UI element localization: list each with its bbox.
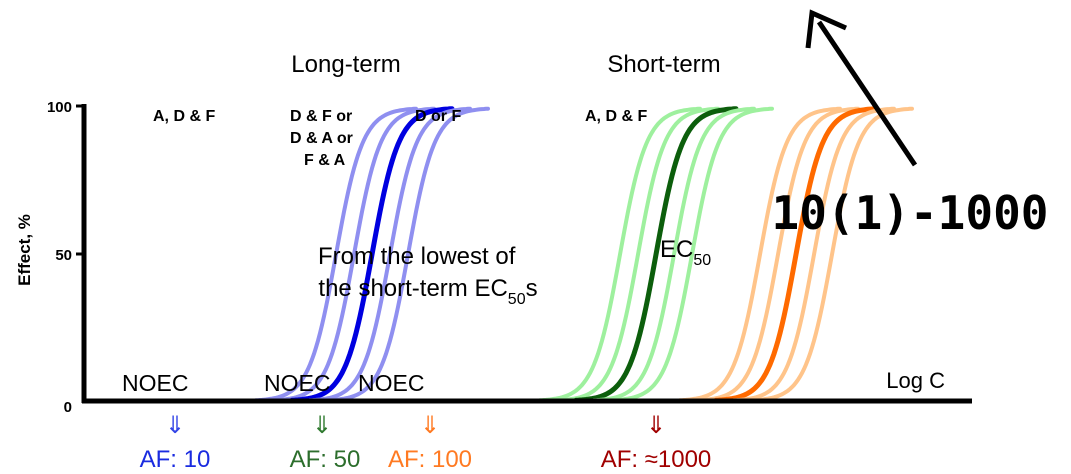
dose-response-curve-g2-1 [538, 106, 702, 403]
dose-response-curve-g3-1 [678, 106, 842, 403]
af-label-group-1: AF: 10 [140, 446, 211, 473]
dose-response-curve-g3-4 [732, 106, 896, 403]
factor-range-arrow-icon [816, 20, 918, 167]
af-label-group-3: AF: 100 [388, 446, 472, 473]
dose-response-curve-g1-2 [272, 106, 436, 403]
y-tick-0: 0 [64, 399, 72, 416]
dose-response-curve-g2-4 [592, 106, 756, 403]
noec-label-group-3: NOEC [358, 370, 424, 396]
dose-response-curve-g1-4 [308, 106, 472, 403]
dose-response-curve-g3-3 [713, 106, 879, 403]
curves-layer [254, 106, 914, 403]
lowest-ec50-line-2: the short-term EC50s [318, 275, 537, 308]
ec50-annotation: EC50 [660, 236, 711, 269]
lowest-ec50-line-1: From the lowest of [318, 243, 516, 270]
y-axis-label: Effect, % [15, 214, 34, 286]
species-label-group-2-line-2: D & A or [290, 130, 353, 147]
lowest-ec50-annotation: From the lowest of the short-term EC50s [318, 243, 538, 308]
dose-response-curve-g2-5 [610, 106, 774, 403]
noec-label-group-2: NOEC [264, 370, 330, 396]
dose-response-curve-g2-3 [573, 106, 739, 403]
species-label-group-1: A, D & F [153, 108, 215, 125]
down-arrow-icon-group-4: ⇓ [646, 412, 666, 439]
dose-response-curve-g1-1 [254, 106, 418, 403]
long-term-header: Long-term [291, 51, 400, 78]
af-label-group-4: AF: ≈1000 [601, 446, 712, 473]
y-tick-100: 100 [47, 99, 72, 116]
dose-response-curve-g3-5 [750, 106, 914, 403]
down-arrow-icon-group-2: ⇓ [312, 412, 332, 439]
y-tick-50: 50 [55, 247, 72, 264]
species-label-group-3: D or F [415, 108, 461, 125]
dose-response-curve-g1-5 [326, 106, 490, 403]
short-term-header: Short-term [607, 51, 720, 78]
dose-response-curve-g3-2 [696, 106, 860, 403]
af-label-group-2: AF: 50 [290, 446, 361, 473]
species-label-group-4: A, D & F [585, 108, 647, 125]
down-arrow-icon-group-3: ⇓ [420, 412, 440, 439]
species-label-group-2-line-1: D & F or [290, 108, 352, 125]
dose-response-curve-g1-3 [289, 106, 455, 403]
x-axis-label: Log C [886, 368, 945, 393]
species-label-group-2: D & F or D & A or F & A [290, 108, 357, 169]
species-label-group-2-line-3: F & A [304, 152, 346, 169]
down-arrow-icon-group-1: ⇓ [165, 412, 185, 439]
factor-range-arrowhead-icon [805, 9, 848, 49]
dose-response-curve-g2-2 [556, 106, 720, 403]
noec-label-group-1: NOEC [122, 370, 188, 396]
factor-range-label: 10(1)-1000 [772, 186, 1049, 240]
